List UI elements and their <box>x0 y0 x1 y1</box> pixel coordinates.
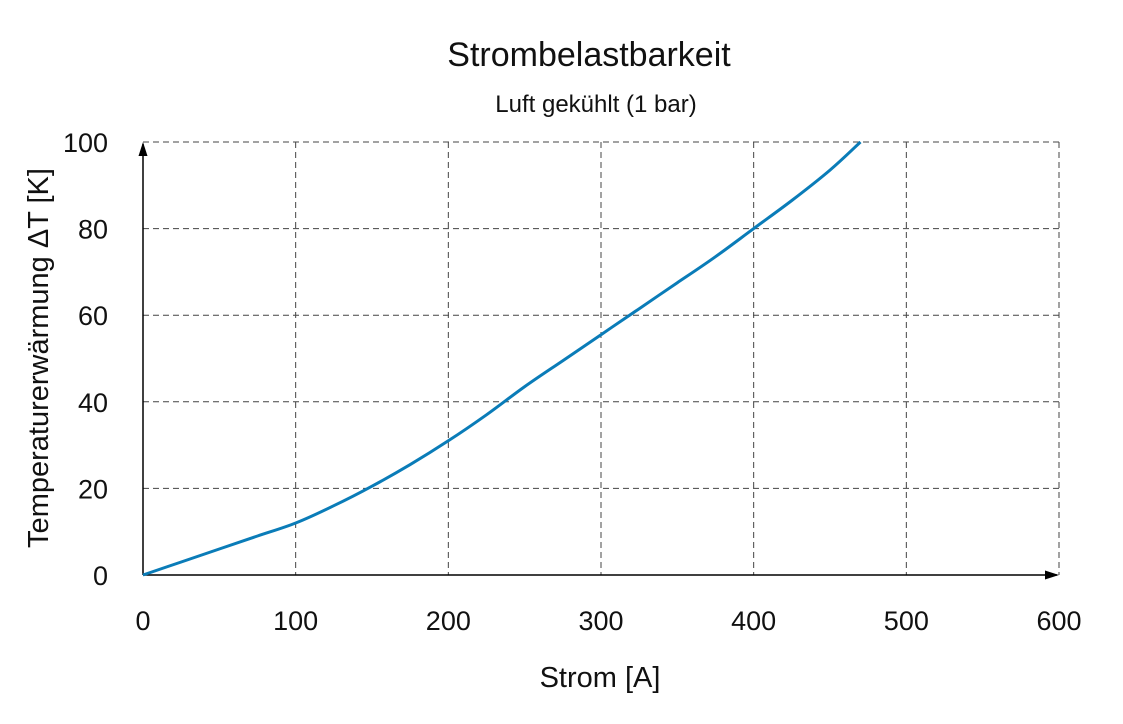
y-tick-label: 100 <box>63 128 108 158</box>
x-axis-arrow <box>1045 570 1059 580</box>
x-axis-label: Strom [A] <box>540 662 661 694</box>
y-tick-labels: 0 20 40 60 80 100 <box>63 128 108 591</box>
y-tick-label: 80 <box>78 215 108 245</box>
x-tick-label: 600 <box>1036 606 1081 636</box>
x-tick-label: 400 <box>731 606 776 636</box>
y-axis-label: Temperaturerwärmung ΔT [K] <box>23 168 55 548</box>
y-tick-label: 60 <box>78 301 108 331</box>
grid <box>143 141 1060 575</box>
x-tick-labels: 0 100 200 300 400 500 600 <box>135 606 1081 636</box>
x-tick-label: 100 <box>273 606 318 636</box>
chart-title: Strombelastbarkeit <box>447 36 731 74</box>
y-tick-label: 40 <box>78 388 108 418</box>
axes <box>138 142 1059 580</box>
series-line <box>142 140 862 577</box>
x-tick-label: 500 <box>884 606 929 636</box>
y-axis-arrow <box>138 142 148 156</box>
y-tick-label: 20 <box>78 474 108 504</box>
chart-subtitle: Luft gekühlt (1 bar) <box>495 91 696 118</box>
x-tick-label: 300 <box>578 606 623 636</box>
y-tick-label: 0 <box>93 561 108 591</box>
series-layer <box>142 140 862 577</box>
x-tick-label: 0 <box>135 606 150 636</box>
x-tick-label: 200 <box>426 606 471 636</box>
